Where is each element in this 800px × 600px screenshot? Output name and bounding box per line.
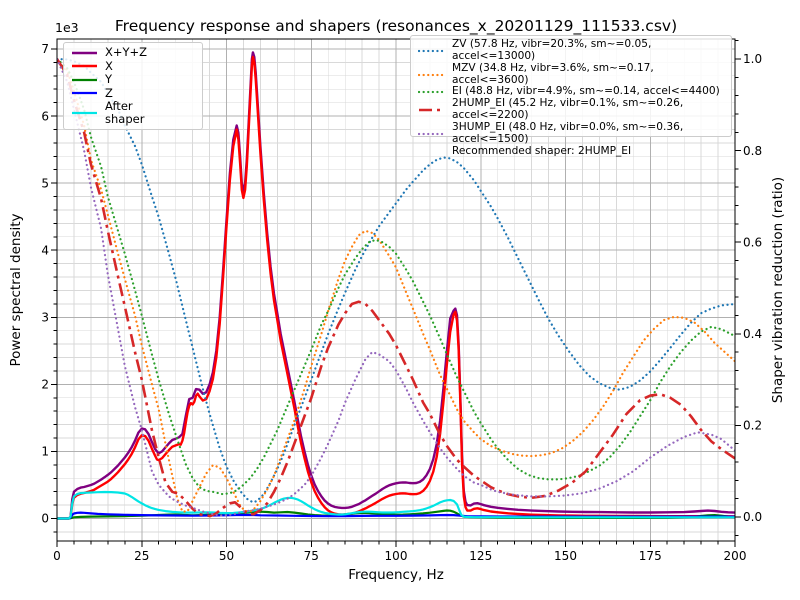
legend-entry-label: Z <box>105 85 113 100</box>
x-tick-label: 125 <box>469 549 492 563</box>
right-axis-label: Shaper vibration reduction (ratio) <box>770 176 786 404</box>
legend-entry-3hump-ei: 3HUMP_EI (48.0 Hz, vibr=0.0%, sm~=0.36, … <box>418 121 724 146</box>
legend-entry-label: Recommended shaper: 2HUMP_EI <box>452 144 632 157</box>
xyz-legend-line <box>72 51 97 54</box>
legend-entry-ei: EI (48.8 Hz, vibr=4.9%, sm~=0.14, accel<… <box>418 86 724 98</box>
legend-entry-y: Y <box>71 73 195 86</box>
x-tick-label: 75 <box>304 549 319 563</box>
x-tick-label: 200 <box>724 549 747 563</box>
chart-title: Frequency response and shapers (resonanc… <box>114 17 678 35</box>
left-tick-label: 0 <box>41 512 49 526</box>
left-tick-label: 3 <box>41 310 49 324</box>
x-tick-label: 25 <box>134 549 149 563</box>
x-axis-label: Frequency, Hz <box>348 567 444 583</box>
legend-entry-label: Y <box>105 72 113 87</box>
legend-entry-label: After shaper <box>105 98 145 126</box>
mzv-legend-line <box>418 73 445 76</box>
right-tick-label: 0.4 <box>743 327 762 341</box>
left-axis-label: Power spectral density <box>8 213 24 367</box>
left-tick-label: 1 <box>41 445 49 459</box>
legend-entry-label: X <box>105 58 113 73</box>
left-tick-label: 5 <box>41 176 49 190</box>
right-tick-label: 0.2 <box>743 419 762 433</box>
legend-entry-label: ZV (57.8 Hz, vibr=20.3%, sm~=0.05, accel… <box>452 38 652 62</box>
right-tick-label: 0.6 <box>743 235 762 249</box>
ei-legend-line <box>418 91 445 94</box>
legend-entry-label: MZV (34.8 Hz, vibr=3.6%, sm~=0.17, accel… <box>452 61 654 86</box>
curve-3hump-ei <box>57 57 735 517</box>
3hump-ei-legend-line <box>418 132 445 135</box>
right-tick-label: 0.0 <box>743 510 762 524</box>
curve-x <box>57 55 735 520</box>
tick-marks <box>51 40 741 547</box>
left-tick-label: 7 <box>41 42 49 56</box>
right-tick-label: 0.8 <box>743 144 762 158</box>
x-legend-line <box>72 64 97 68</box>
zv-legend-line <box>418 49 445 52</box>
y-legend-line <box>72 78 97 81</box>
legend-entry-2hump-ei: 2HUMP_EI (45.2 Hz, vibr=0.1%, sm~=0.26, … <box>418 97 724 122</box>
curve-ei <box>57 57 735 496</box>
legend-entry-label: X+Y+Z <box>105 45 148 60</box>
legend-entry-z: Z <box>71 85 195 100</box>
legend-entry-x: X <box>71 58 195 73</box>
after-shaper-legend-line <box>72 111 97 114</box>
x-tick-label: 0 <box>53 549 61 563</box>
curve-xyz <box>57 51 735 520</box>
legend-entry-xyz: X+Y+Z <box>71 46 195 59</box>
legend-psd: X+Y+Z X Y Z After shaper <box>63 42 203 130</box>
x-tick-label: 150 <box>554 549 577 563</box>
left-axis-offset-label: 1e3 <box>55 20 79 35</box>
legend-shapers: ZV (57.8 Hz, vibr=20.3%, sm~=0.05, accel… <box>410 35 732 157</box>
2hump-ei-legend-line <box>419 108 444 112</box>
x-tick-label: 100 <box>385 549 408 563</box>
legend-entry-label: 2HUMP_EI (45.2 Hz, vibr=0.1%, sm~=0.26, … <box>452 97 684 122</box>
legend-entry-note: Recommended shaper: 2HUMP_EI <box>418 144 724 158</box>
legend-entry-zv: ZV (57.8 Hz, vibr=20.3%, sm~=0.05, accel… <box>418 38 724 63</box>
left-tick-label: 2 <box>41 378 49 392</box>
legend-entry-mzv: MZV (34.8 Hz, vibr=3.6%, sm~=0.17, accel… <box>418 61 724 87</box>
legend-entry-label: 3HUMP_EI (48.0 Hz, vibr=0.0%, sm~=0.36, … <box>452 121 684 145</box>
legend-spacer <box>418 147 445 157</box>
legend-entry-after-shaper: After shaper <box>71 100 195 126</box>
curve-2hump-ei <box>57 58 735 518</box>
x-tick-label: 50 <box>219 549 234 563</box>
left-tick-label: 4 <box>41 243 49 257</box>
x-tick-label: 175 <box>639 549 662 563</box>
right-tick-label: 1.0 <box>743 52 762 66</box>
z-legend-line <box>72 91 97 95</box>
curve-zv <box>57 57 735 504</box>
curve-after-shaper <box>57 490 735 520</box>
curve-mzv <box>57 57 735 513</box>
curves <box>57 51 735 520</box>
legend-entry-label: EI (48.8 Hz, vibr=4.9%, sm~=0.14, accel<… <box>452 85 720 98</box>
tick-labels: 0 25 50 75 100 125 150 175 200 0 1 2 3 4 5 6 7 0.0 0.2 0.4 0… <box>41 42 762 563</box>
left-tick-label: 6 <box>41 109 49 123</box>
